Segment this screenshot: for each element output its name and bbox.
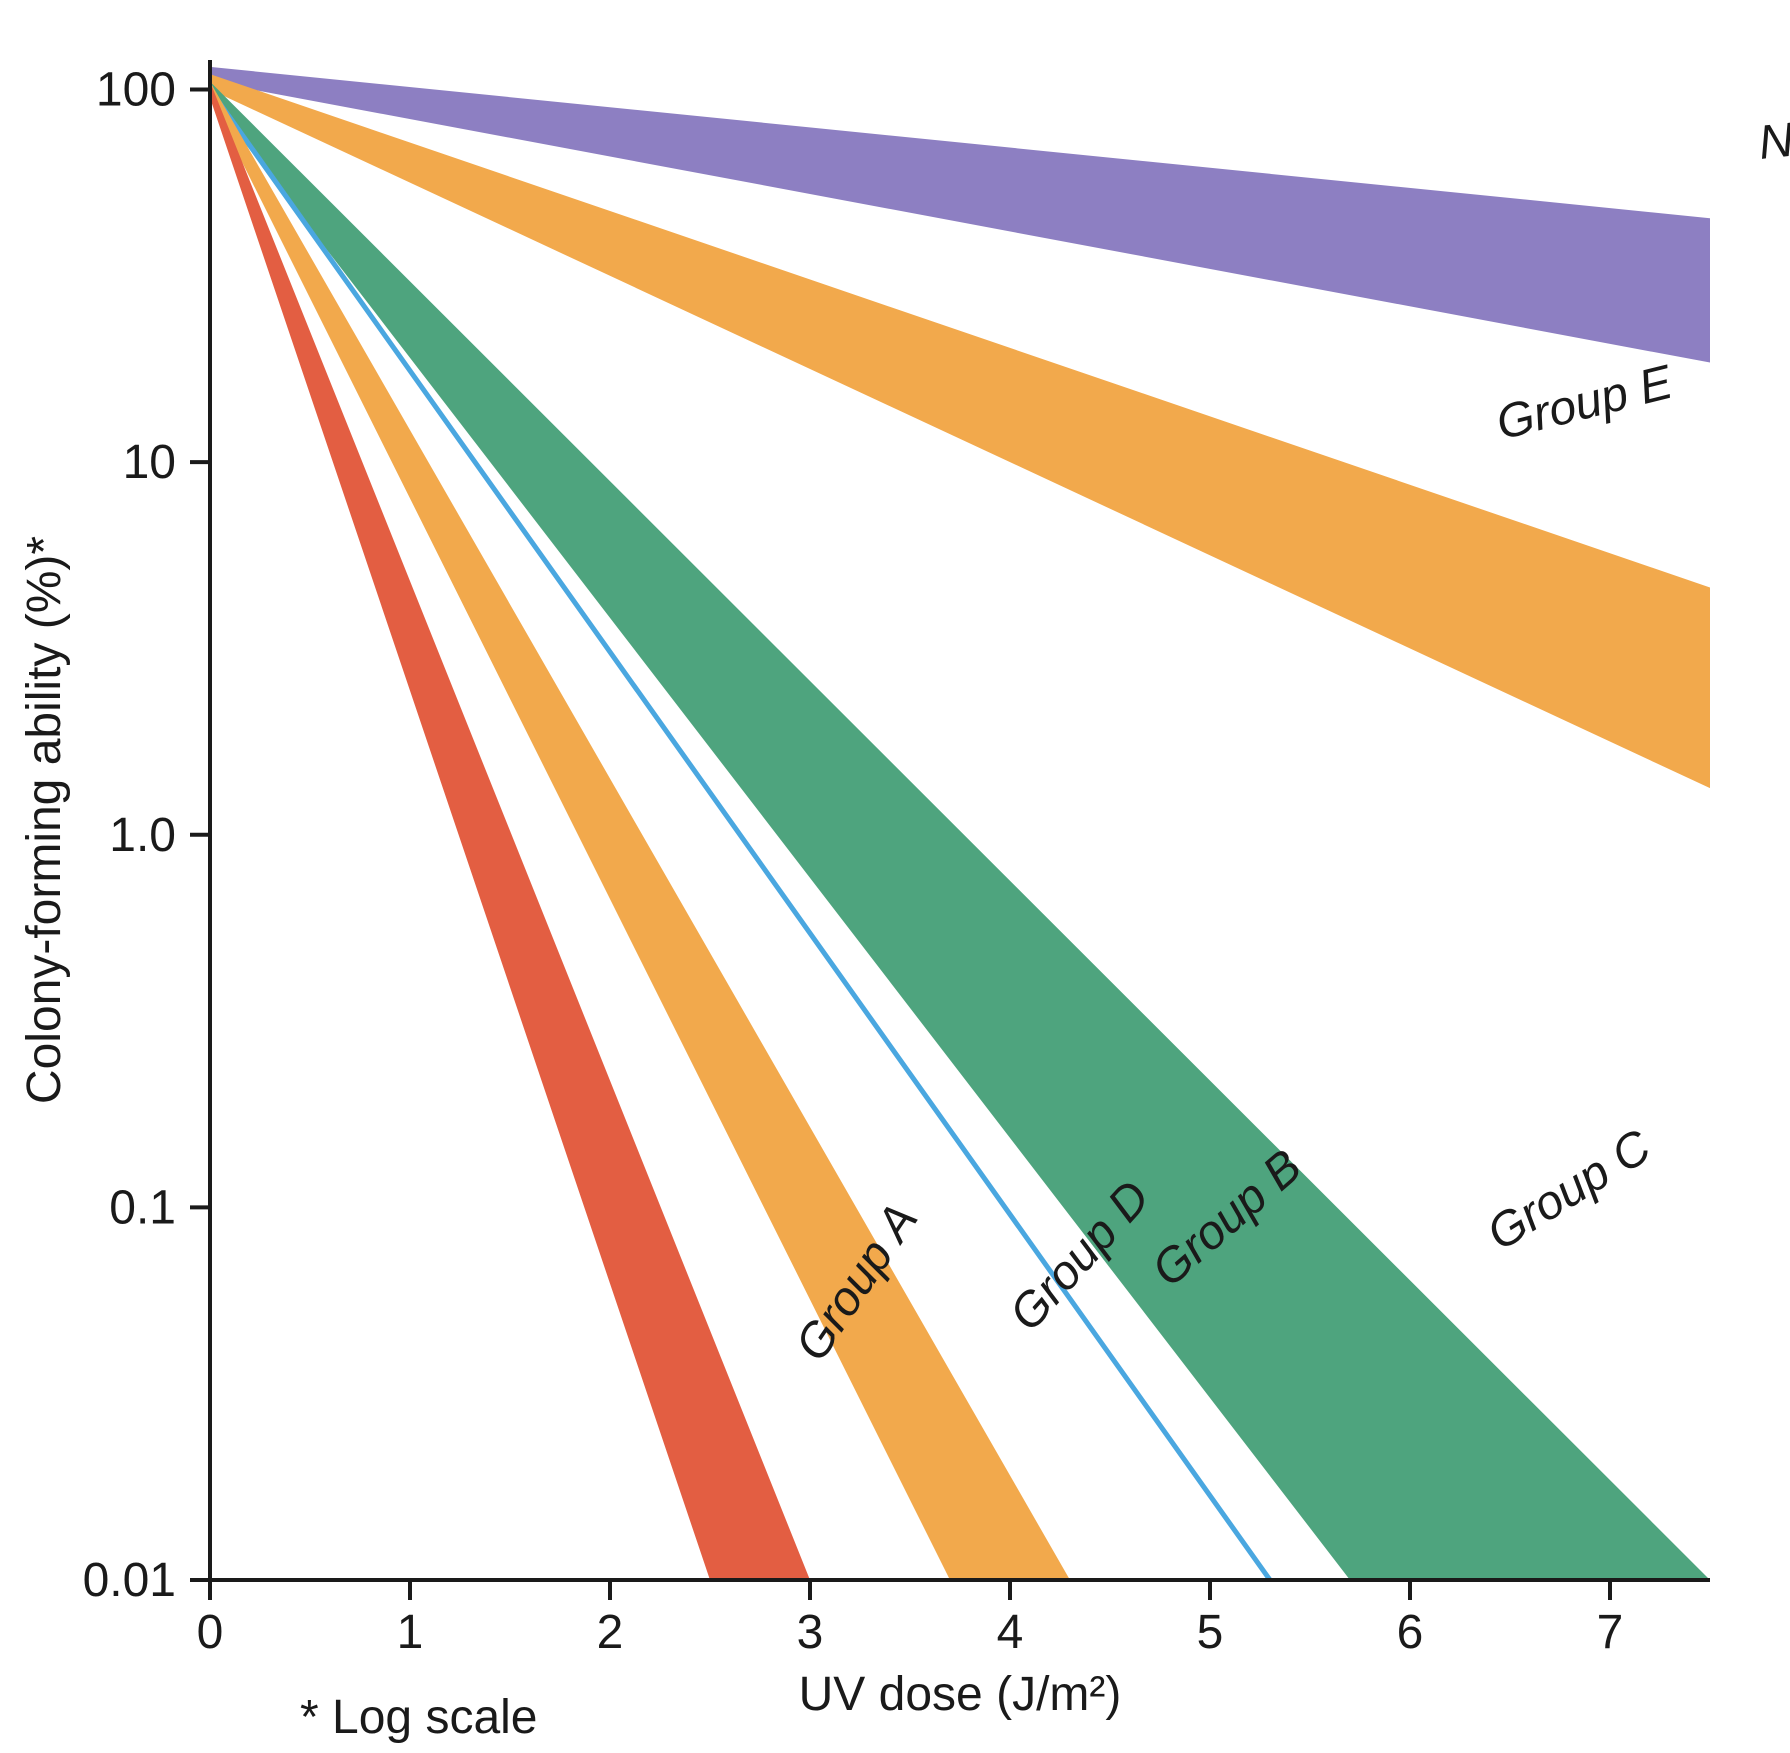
uv-survival-chart: 0 1 2 3 4 5 6 7 0.01 0.1 1.0 10 100 UV dose (J/m²) Col…: [0, 0, 1790, 1753]
y-axis-label: Colony-forming ability (%)*: [18, 536, 71, 1104]
x-tick-label: 5: [1197, 1606, 1224, 1659]
y-tick-label: 0.1: [109, 1181, 176, 1234]
y-tick-label: 10: [123, 436, 176, 489]
x-tick-label: 6: [1397, 1606, 1424, 1659]
footnote: * Log scale: [300, 1691, 538, 1744]
x-tick-label: 1: [397, 1606, 424, 1659]
y-tick-label: 0.01: [83, 1554, 176, 1607]
y-tick-label: 100: [96, 64, 176, 117]
x-tick-label: 0: [197, 1606, 224, 1659]
x-tick-label: 3: [797, 1606, 824, 1659]
x-tick-label: 7: [1597, 1606, 1624, 1659]
x-tick-label: 2: [597, 1606, 624, 1659]
x-axis-label: UV dose (J/m²): [799, 1668, 1122, 1721]
x-tick-label: 4: [997, 1606, 1024, 1659]
y-tick-label: 1.0: [109, 809, 176, 862]
